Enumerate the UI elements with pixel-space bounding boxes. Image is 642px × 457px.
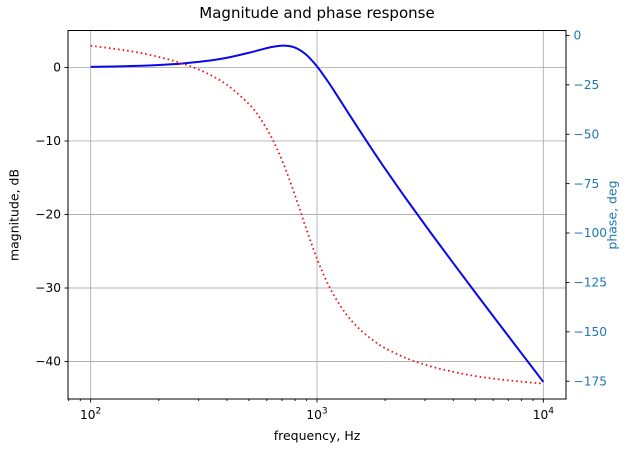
left-y-tick-label: −10 (35, 134, 61, 148)
x-tick-label: 102 (80, 407, 101, 423)
left-y-axis-label: magnitude, dB (6, 168, 22, 262)
left-y-tick-label: −30 (35, 281, 61, 295)
right-y-tick-label: −150 (574, 325, 607, 339)
right-y-tick-label: 0 (574, 29, 582, 43)
grid-lines (68, 30, 566, 399)
right-y-tick-label: −125 (574, 276, 607, 290)
right-y-tick-label: −50 (574, 127, 600, 141)
right-y-tick-label: −75 (574, 177, 600, 191)
right-y-axis-label: phase, deg (604, 180, 620, 250)
tick-marks (64, 34, 570, 403)
x-tick-label: 104 (533, 407, 555, 423)
left-y-tick-label: 0 (53, 61, 61, 75)
chart-title: Magnitude and phase response (199, 4, 435, 22)
left-y-tick-label: −20 (35, 208, 61, 222)
right-y-tick-label: −100 (574, 226, 607, 240)
tick-labels: 102 103 104 0 −10 −20 −30 −40 0 −25 −50 −75 −100 −125… (35, 29, 607, 422)
magnitude-curve (90, 44, 545, 383)
right-y-tick-label: −175 (574, 374, 607, 388)
left-y-tick-label: −40 (35, 355, 61, 369)
x-axis-label: frequency, Hz (273, 428, 361, 443)
right-y-tick-label: −25 (574, 78, 600, 92)
x-tick-label: 103 (306, 407, 327, 423)
